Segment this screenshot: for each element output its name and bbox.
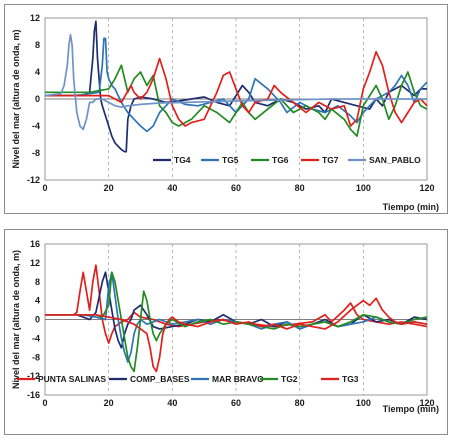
y-tick-label: -8 [32, 148, 40, 158]
y-tick-label: -4 [32, 333, 40, 343]
x-tick-label: 120 [419, 398, 434, 408]
legend-label: TG3 [342, 374, 359, 384]
legend-label: TG4 [174, 155, 191, 165]
y-tick-label: 4 [35, 296, 40, 306]
y-tick-label: -12 [27, 371, 40, 381]
x-tick-label: 40 [167, 183, 177, 193]
legend-label: MAR BRAVO [212, 374, 264, 384]
y-tick-label: 8 [35, 277, 40, 287]
y-tick-label: 0 [35, 315, 40, 325]
y-tick-label: -16 [27, 390, 40, 400]
x-axis-label: Tiempo (min) [383, 202, 439, 212]
y-tick-label: 12 [30, 13, 40, 23]
x-tick-label: 80 [295, 183, 305, 193]
x-tick-label: 20 [104, 398, 114, 408]
series-line-san-pablo [44, 34, 427, 131]
y-axis-label: Nivel del mar (altura de onda, m) [11, 250, 21, 389]
y-tick-label: 12 [30, 258, 40, 268]
y-tick-label: 16 [30, 239, 40, 249]
legend-label: TG6 [272, 155, 289, 165]
series-line-mar-bravo [45, 271, 428, 363]
y-axis-label: Nivel del mar (altura de onda, m) [11, 29, 21, 168]
y-tick-label: -8 [32, 352, 40, 362]
legend-label: TG7 [322, 155, 339, 165]
y-tick-label: -4 [32, 121, 40, 131]
x-tick-label: 80 [295, 398, 305, 408]
x-tick-label: 60 [231, 398, 241, 408]
x-tick-label: 100 [356, 183, 371, 193]
x-tick-label: 60 [231, 183, 241, 193]
chart-panel-bottom: 16 12 8 4 0 -4 -8 -12 -16 0 20 40 60 80 100 120 Nivel de… [4, 229, 448, 435]
x-tick-label: 20 [104, 183, 114, 193]
legend-label: TG5 [222, 155, 239, 165]
y-tick-label: 4 [35, 67, 40, 77]
y-tick-label: 0 [35, 94, 40, 104]
x-tick-label: 0 [42, 398, 47, 408]
series-line-tg7 [45, 50, 428, 127]
x-axis-label: Tiempo (min) [383, 404, 439, 414]
series-line-tg6 [45, 64, 428, 137]
legend-label: SAN_PABLO [369, 155, 421, 165]
legend-label: TG2 [281, 374, 298, 384]
legend-label: COMP_BASES [130, 374, 190, 384]
x-tick-label: 120 [419, 183, 434, 193]
series-line-tg4 [45, 20, 427, 153]
x-tick-label: 100 [356, 398, 371, 408]
y-tick-label: 8 [35, 40, 40, 50]
x-tick-label: 40 [167, 398, 177, 408]
chart-panel-top: 12 8 4 0 -4 -8 -12 0 20 40 60 80 100 120 Nivel del mar… [4, 4, 448, 214]
y-tick-label: -12 [27, 175, 40, 185]
series-line-tg3 [45, 297, 428, 373]
x-tick-label: 0 [42, 183, 47, 193]
legend-label: PUNTA SALINAS [38, 374, 106, 384]
